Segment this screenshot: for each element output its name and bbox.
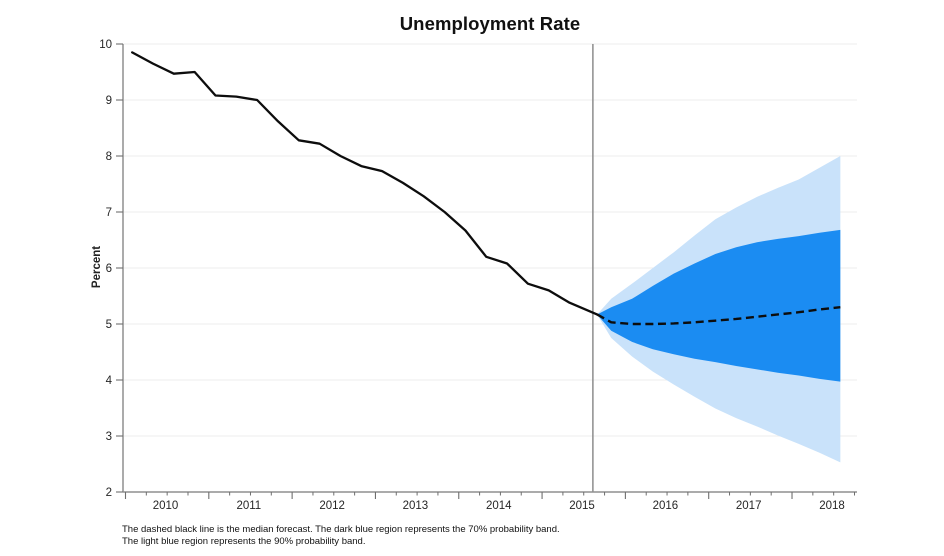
footnote-line-2: The light blue region represents the 90%… bbox=[122, 536, 366, 548]
x-tick-label: 2018 bbox=[819, 500, 845, 512]
footnote-line-1: The dashed black line is the median fore… bbox=[122, 524, 560, 535]
y-tick-label: 6 bbox=[106, 263, 112, 275]
y-tick-label: 10 bbox=[99, 39, 112, 51]
median-forecast-line bbox=[596, 306, 841, 326]
y-tick-label: 4 bbox=[106, 375, 113, 387]
x-tick-label: 2013 bbox=[403, 500, 429, 512]
y-tick-label: 3 bbox=[106, 431, 112, 443]
history-line bbox=[131, 51, 599, 316]
footnote: The dashed black line is the median fore… bbox=[122, 524, 560, 549]
y-tick-label: 8 bbox=[106, 151, 112, 163]
y-tick-label: 9 bbox=[106, 95, 112, 107]
x-tick-label: 2012 bbox=[319, 500, 345, 512]
x-tick-label: 2014 bbox=[486, 500, 512, 512]
y-tick-label: 7 bbox=[106, 207, 112, 219]
band-70-percent bbox=[597, 229, 841, 382]
x-tick-label: 2010 bbox=[153, 500, 179, 512]
y-tick-label: 5 bbox=[106, 319, 112, 331]
x-tick-label: 2017 bbox=[736, 500, 762, 512]
x-tick-label: 2011 bbox=[236, 500, 261, 512]
x-tick-label: 2016 bbox=[653, 500, 679, 512]
y-tick-label: 2 bbox=[106, 487, 112, 499]
x-tick-label: 2015 bbox=[569, 500, 595, 512]
chart-title: Unemployment Rate bbox=[399, 13, 581, 34]
